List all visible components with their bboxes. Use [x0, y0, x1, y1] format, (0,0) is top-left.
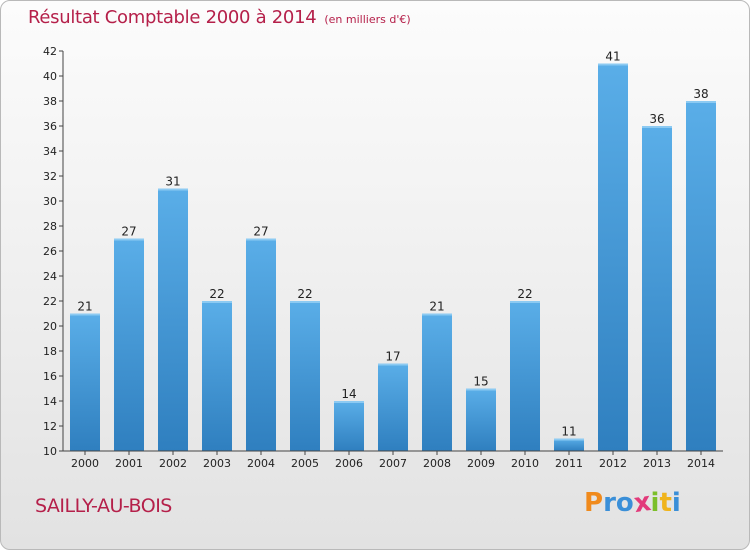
bar-2010	[510, 301, 540, 451]
y-tick-label: 30	[43, 195, 57, 208]
bar-2007	[378, 363, 408, 451]
data-label-2005: 22	[297, 287, 312, 301]
y-tick-label: 40	[43, 70, 57, 83]
x-tick-label-2008: 2008	[423, 457, 451, 470]
bar-2012	[598, 63, 628, 451]
bar-2004	[246, 238, 276, 451]
bar-top-highlight	[466, 388, 496, 391]
bar-top-highlight	[114, 238, 144, 241]
bar-top-highlight	[202, 301, 232, 303]
logo-letter: x	[631, 486, 653, 520]
data-label-2010: 22	[517, 287, 532, 301]
x-tick-label-2013: 2013	[643, 457, 671, 470]
bar-top-highlight	[378, 363, 408, 366]
x-tick-label-2014: 2014	[687, 457, 715, 470]
bar-top-highlight	[598, 63, 628, 66]
bar-2006	[334, 401, 364, 451]
proxiti-logo: Proxiti	[584, 486, 681, 520]
y-tick-label: 18	[43, 345, 57, 358]
logo-letter: t	[659, 488, 672, 518]
bar-top-highlight	[422, 313, 452, 316]
x-tick-label-2009: 2009	[467, 457, 495, 470]
y-tick-label: 32	[43, 170, 57, 183]
y-tick-label: 38	[43, 95, 57, 108]
bar-2014	[686, 101, 716, 451]
data-label-2004: 27	[253, 225, 268, 239]
y-tick-label: 20	[43, 320, 57, 333]
x-tick-label-2005: 2005	[291, 457, 319, 470]
bar-2000	[70, 313, 100, 451]
x-tick-label-2001: 2001	[115, 457, 143, 470]
x-tick-label-2002: 2002	[159, 457, 187, 470]
x-tick-label-2012: 2012	[599, 457, 627, 470]
bar-2009	[466, 388, 496, 451]
y-axis: 10 12 14 16 18 20 22 24 26 28 30 32 34 36 38 40 42	[43, 45, 63, 458]
data-label-2002: 31	[165, 175, 180, 189]
logo-letter: P	[584, 488, 604, 518]
data-label-2008: 21	[429, 300, 444, 314]
y-tick-label: 16	[43, 370, 57, 383]
x-tick-label-2007: 2007	[379, 457, 407, 470]
x-tick-label-2006: 2006	[335, 457, 363, 470]
logo-letter: o	[615, 488, 634, 518]
bar-2005	[290, 301, 320, 451]
x-tick-label-2003: 2003	[203, 457, 231, 470]
y-tick-label: 14	[43, 395, 57, 408]
bar-2002	[158, 188, 188, 451]
y-tick-label: 12	[43, 420, 57, 433]
chart-subtitle: (en milliers d'€)	[324, 13, 411, 26]
data-label-2011: 11	[561, 425, 576, 439]
x-tick-label-2000: 2000	[71, 457, 99, 470]
logo-letter: i	[650, 488, 660, 518]
bar-top-highlight	[334, 401, 364, 403]
x-tick-label-2011: 2011	[555, 457, 583, 470]
bar-top-highlight	[554, 438, 584, 441]
data-labels: 21 27 31 22 27 22 14 17 21 15 22 11 41 36 38	[77, 50, 708, 439]
bar-top-highlight	[290, 301, 320, 303]
data-label-2006: 14	[341, 387, 356, 401]
x-tick-label-2004: 2004	[247, 457, 275, 470]
bars-layer	[70, 63, 716, 451]
x-axis: 2000 2001 2002 2003 2004 2005 2006 2007 2008 2009…	[71, 451, 715, 470]
data-label-2013: 36	[649, 112, 664, 126]
bar-top-highlight	[158, 188, 188, 191]
x-tick-label-2010: 2010	[511, 457, 539, 470]
y-tick-label: 42	[43, 45, 57, 58]
data-label-2012: 41	[605, 50, 620, 64]
logo-letter: i	[671, 488, 681, 518]
bar-top-highlight	[510, 301, 540, 303]
bar-top-highlight	[686, 101, 716, 103]
y-tick-label: 22	[43, 295, 57, 308]
bar-2001	[114, 238, 144, 451]
data-label-2003: 22	[209, 287, 224, 301]
bar-2008	[422, 313, 452, 451]
data-label-2009: 15	[473, 375, 488, 389]
bar-top-highlight	[70, 313, 100, 316]
chart-title: Résultat Comptable 2000 à 2014	[28, 7, 317, 28]
y-tick-label: 24	[43, 270, 57, 283]
bar-2003	[202, 301, 232, 451]
place-name: SAILLY-AU-BOIS	[35, 495, 172, 517]
y-tick-label: 34	[43, 145, 57, 158]
data-label-2001: 27	[121, 225, 136, 239]
bar-2013	[642, 126, 672, 451]
data-label-2007: 17	[385, 350, 400, 364]
chart-title-block: Résultat Comptable 2000 à 2014 (en millie…	[28, 7, 411, 28]
data-label-2000: 21	[77, 300, 92, 314]
bar-top-highlight	[246, 238, 276, 241]
logo-letter: r	[603, 488, 616, 518]
y-tick-label: 26	[43, 245, 57, 258]
bar-2011	[554, 438, 584, 451]
bar-top-highlight	[642, 126, 672, 128]
y-tick-label: 36	[43, 120, 57, 133]
y-tick-label: 10	[43, 445, 57, 458]
y-tick-label: 28	[43, 220, 57, 233]
data-label-2014: 38	[693, 87, 708, 101]
